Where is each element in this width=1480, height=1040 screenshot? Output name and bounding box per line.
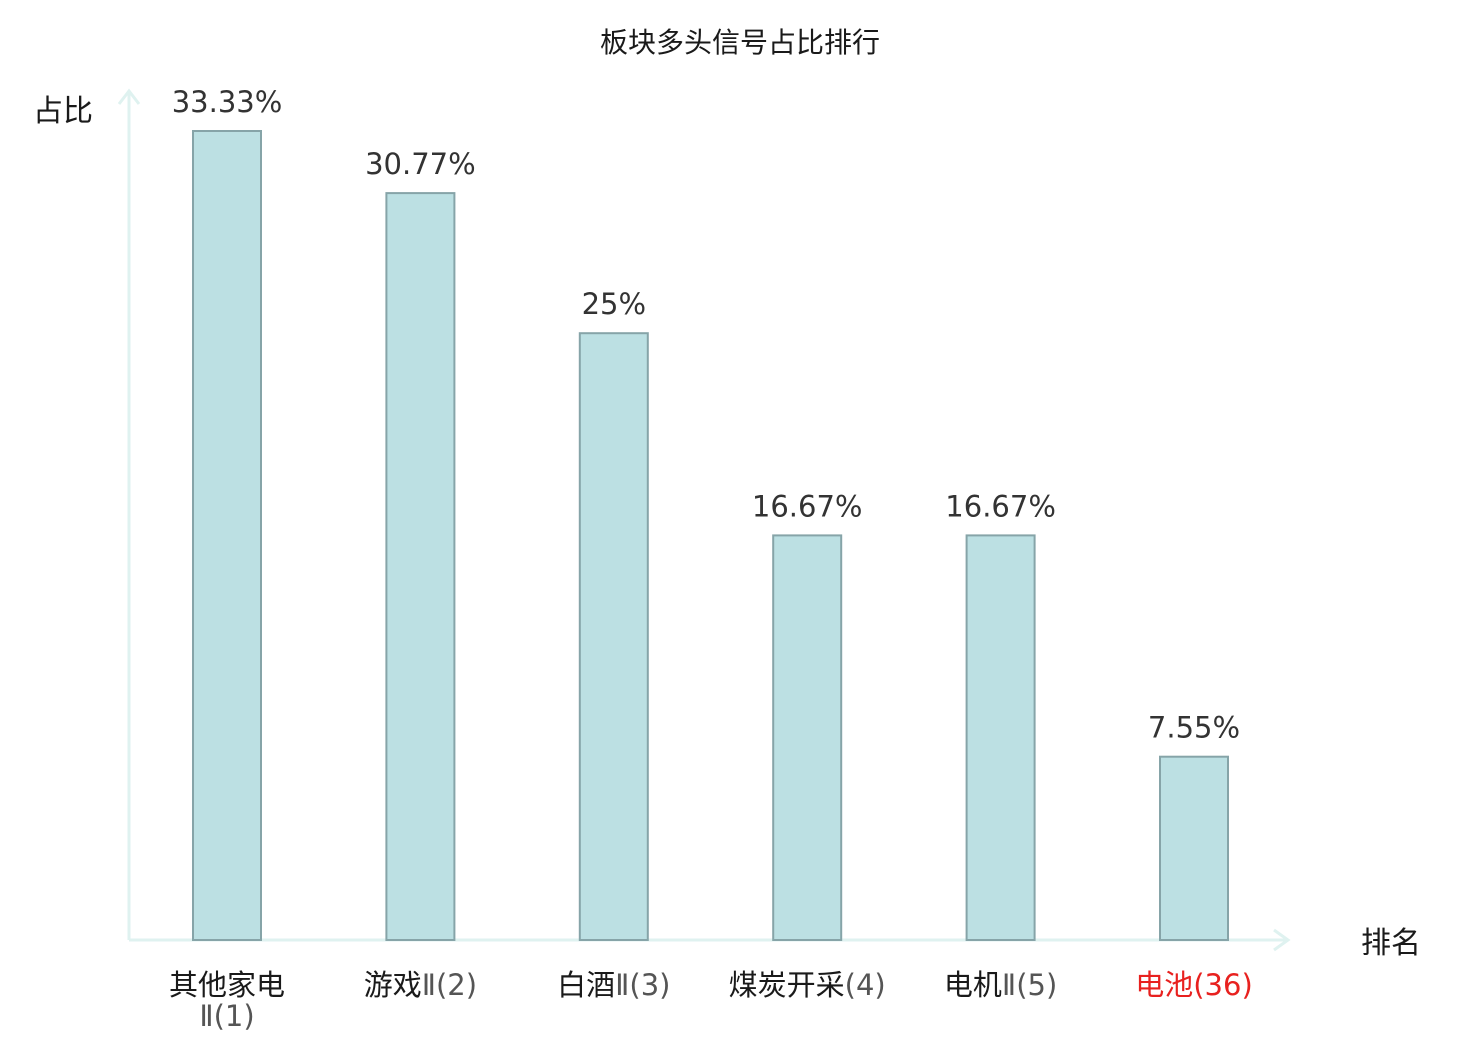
value-label-2: 30.77%: [365, 147, 476, 181]
category-label-5: 电机Ⅱ(5): [944, 968, 1057, 1002]
category-rank-2: Ⅱ(2): [422, 968, 477, 1002]
category-rank-1: Ⅱ(1): [199, 999, 254, 1033]
category-rank-5: Ⅱ(5): [1002, 968, 1057, 1002]
category-rank-3: Ⅱ(3): [615, 968, 670, 1002]
category-name-6: 电池: [1135, 968, 1193, 1002]
value-label-3: 25%: [582, 287, 646, 321]
value-label-6: 7.55%: [1148, 711, 1240, 745]
bar-2: [385, 192, 456, 942]
value-label-5: 16.67%: [945, 489, 1056, 523]
bar-4: [772, 534, 843, 942]
chart-title: 板块多头信号占比排行: [600, 26, 880, 59]
y-axis-arrow: [117, 88, 141, 105]
category-label-3: 白酒Ⅱ(3): [557, 968, 670, 1002]
category-rank-6: (36): [1193, 968, 1253, 1002]
bar-6: [1159, 755, 1229, 942]
x-axis-label: 排名: [1361, 926, 1421, 961]
category-label-1: 其他家电: [169, 968, 285, 1002]
bar-5: [965, 534, 1036, 942]
bar-3: [578, 332, 649, 941]
category-name-4: 煤炭开采: [729, 968, 845, 1002]
y-axis-label: 占比: [33, 94, 93, 129]
category-name-3: 白酒: [557, 968, 615, 1002]
category-label-4: 煤炭开采(4): [729, 968, 886, 1002]
bar-1: [192, 130, 262, 941]
category-label-6: 电池(36): [1135, 968, 1253, 1002]
category-label-2: 游戏Ⅱ(2): [364, 968, 477, 1002]
category-name-2: 游戏: [364, 968, 422, 1002]
value-label-4: 16.67%: [752, 489, 863, 523]
category-rank-4: (4): [845, 968, 886, 1002]
x-axis-arrow: [1273, 928, 1291, 952]
category-name-5: 电机: [944, 968, 1002, 1002]
value-label-1: 33.33%: [172, 85, 283, 119]
